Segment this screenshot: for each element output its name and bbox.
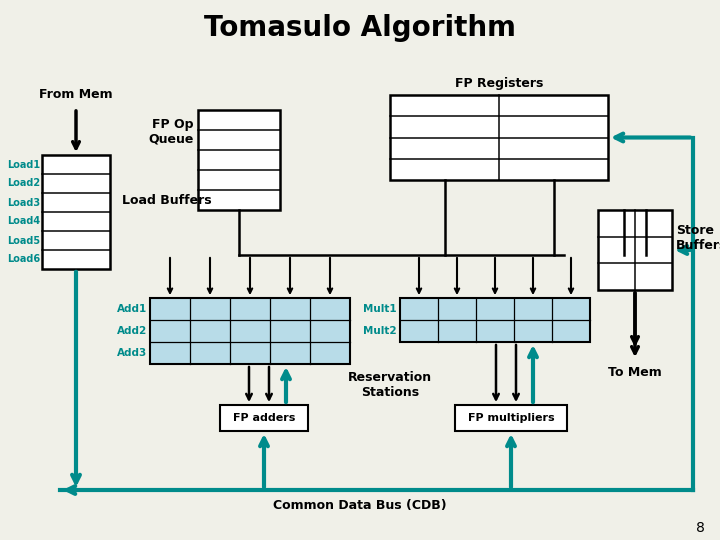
Text: FP Op
Queue: FP Op Queue bbox=[148, 118, 194, 146]
Text: Reservation
Stations: Reservation Stations bbox=[348, 371, 432, 399]
Text: To Mem: To Mem bbox=[608, 366, 662, 379]
Bar bbox=[400, 298, 590, 342]
Text: Load2: Load2 bbox=[7, 179, 40, 188]
Bar bbox=[390, 95, 608, 180]
Text: Load4: Load4 bbox=[7, 217, 40, 226]
Bar bbox=[198, 110, 280, 210]
Text: Load5: Load5 bbox=[7, 235, 40, 246]
Text: Store
Buffers: Store Buffers bbox=[676, 224, 720, 252]
Text: FP multipliers: FP multipliers bbox=[468, 413, 554, 423]
Text: Mult2: Mult2 bbox=[364, 326, 397, 336]
Bar bbox=[598, 210, 672, 290]
Bar bbox=[150, 298, 350, 364]
Text: Add2: Add2 bbox=[117, 326, 147, 336]
Text: Load1: Load1 bbox=[7, 159, 40, 170]
Text: Mult1: Mult1 bbox=[364, 304, 397, 314]
Text: Load3: Load3 bbox=[7, 198, 40, 207]
Text: Load Buffers: Load Buffers bbox=[122, 193, 212, 206]
Text: Common Data Bus (CDB): Common Data Bus (CDB) bbox=[273, 500, 447, 512]
Bar bbox=[42, 155, 110, 269]
Text: Add1: Add1 bbox=[117, 304, 147, 314]
Text: 8: 8 bbox=[696, 521, 704, 535]
Bar bbox=[455, 405, 567, 431]
Bar bbox=[220, 405, 308, 431]
Text: Add3: Add3 bbox=[117, 348, 147, 358]
Text: Tomasulo Algorithm: Tomasulo Algorithm bbox=[204, 14, 516, 42]
Text: From Mem: From Mem bbox=[39, 89, 113, 102]
Text: FP adders: FP adders bbox=[233, 413, 295, 423]
Text: Load6: Load6 bbox=[7, 254, 40, 265]
Text: FP Registers: FP Registers bbox=[455, 77, 543, 90]
